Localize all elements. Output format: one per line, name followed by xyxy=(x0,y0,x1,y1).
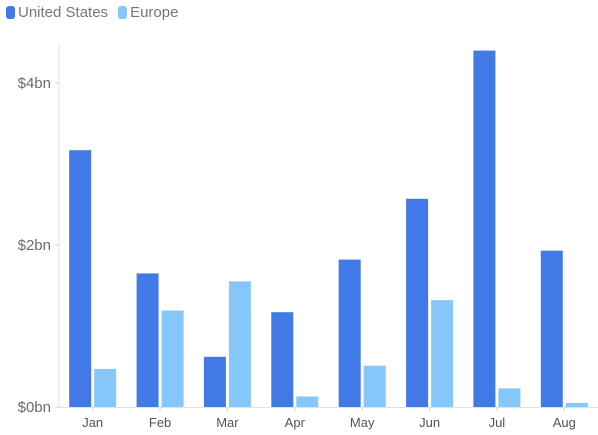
x-tick-label: Jul xyxy=(489,415,506,430)
x-tick-label: Jun xyxy=(419,415,440,430)
y-tick-label: $2bn xyxy=(18,237,51,254)
bar-europe-apr xyxy=(296,396,319,407)
x-tick-label: Aug xyxy=(553,415,576,430)
y-tick-label: $4bn xyxy=(18,75,51,92)
bar-united-states-mar xyxy=(203,356,226,407)
bar-europe-jan xyxy=(94,368,117,407)
x-tick-label: Apr xyxy=(285,415,306,430)
bar-united-states-jul xyxy=(473,50,496,407)
bar-europe-feb xyxy=(161,310,184,407)
x-tick-label: May xyxy=(350,415,375,430)
legend-label-europe: Europe xyxy=(130,3,179,21)
bar-united-states-jun xyxy=(406,198,429,407)
y-tick-label: $0bn xyxy=(18,399,51,416)
legend-label-united-states: United States xyxy=(18,3,109,21)
bar-europe-jul xyxy=(498,388,521,407)
legend-swatch-europe xyxy=(118,5,128,19)
bar-united-states-feb xyxy=(136,273,159,407)
legend-swatch-united-states xyxy=(6,5,15,19)
x-tick-label: Feb xyxy=(149,415,171,430)
x-tick-label: Jan xyxy=(82,415,103,430)
legend-item-united-states[interactable]: United States xyxy=(6,4,108,21)
bar-united-states-apr xyxy=(271,312,294,407)
bar-europe-may xyxy=(363,365,386,407)
legend-item-europe[interactable]: Europe xyxy=(118,4,178,21)
bar-united-states-may xyxy=(338,259,361,407)
bar-europe-aug xyxy=(565,402,588,407)
x-tick-label: Mar xyxy=(216,415,239,430)
bar-united-states-aug xyxy=(540,250,563,407)
bar-united-states-jan xyxy=(69,150,92,407)
chart-legend: United States Europe xyxy=(6,2,178,22)
bar-europe-jun xyxy=(431,300,454,407)
bar-europe-mar xyxy=(228,281,251,407)
